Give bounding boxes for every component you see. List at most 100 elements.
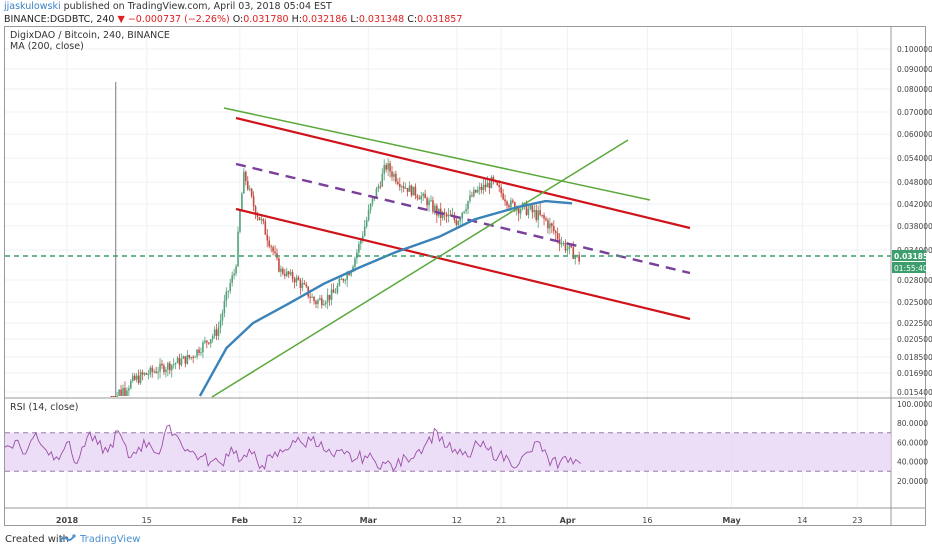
candle-body bbox=[334, 292, 337, 294]
candle-body bbox=[317, 300, 319, 304]
candle-body bbox=[303, 283, 306, 285]
candle-body bbox=[459, 218, 462, 222]
candle-body bbox=[326, 294, 329, 303]
price-tick-label: 0.090000 bbox=[897, 65, 932, 74]
candle-body bbox=[408, 185, 411, 192]
candle-body bbox=[445, 214, 448, 217]
candle-body bbox=[556, 233, 559, 240]
candle-body bbox=[467, 201, 469, 209]
candle-body bbox=[182, 356, 185, 359]
price-tick-label: 0.080000 bbox=[897, 85, 932, 94]
candle-body bbox=[399, 184, 401, 187]
chart-canvas[interactable]: 0.100000 0.090000 0.080000 0.070000 0.060000… bbox=[0, 0, 932, 530]
candle-body bbox=[256, 215, 259, 217]
price-tick-label: 0.048000 bbox=[897, 178, 932, 187]
candle-body bbox=[543, 215, 545, 219]
candle-body bbox=[369, 203, 372, 210]
rsi-legend: RSI (14, close) bbox=[10, 402, 79, 413]
candle-body bbox=[455, 220, 458, 225]
candle-body bbox=[354, 258, 356, 267]
candle-body bbox=[324, 302, 327, 305]
price-tick-label: 0.042000 bbox=[897, 200, 932, 209]
candle-body bbox=[282, 268, 284, 274]
ma-line bbox=[198, 199, 573, 397]
candle-body bbox=[449, 214, 452, 217]
price-tick-label: 0.054000 bbox=[897, 154, 932, 163]
countdown-badge bbox=[892, 262, 926, 273]
candle-body bbox=[128, 388, 130, 391]
candle-body bbox=[188, 354, 191, 358]
candle-body bbox=[278, 258, 280, 272]
candle-body bbox=[227, 290, 230, 292]
candle-body bbox=[233, 273, 235, 276]
candle-body bbox=[414, 186, 417, 196]
candle-body bbox=[358, 243, 360, 253]
candle-body bbox=[207, 342, 210, 344]
price-tick-label: 0.020500 bbox=[897, 335, 932, 344]
candle-body bbox=[180, 358, 183, 366]
candle-body bbox=[168, 363, 171, 371]
candle-body bbox=[533, 210, 536, 213]
candle-body bbox=[213, 329, 216, 337]
candle-body bbox=[504, 199, 506, 202]
candle-body bbox=[348, 273, 350, 276]
close-label: C: bbox=[407, 14, 418, 25]
candle-body bbox=[502, 193, 504, 200]
candle-body bbox=[537, 210, 539, 221]
candle-body bbox=[130, 381, 132, 389]
candle-body bbox=[319, 298, 321, 301]
trend-upper-green bbox=[223, 107, 651, 201]
candle-body bbox=[465, 208, 467, 212]
candle-body bbox=[315, 301, 317, 304]
candle-body bbox=[428, 200, 430, 206]
tradingview-brand[interactable]: TradingView bbox=[80, 534, 141, 545]
candle-body bbox=[554, 231, 557, 234]
candle-body bbox=[469, 195, 471, 202]
rsi-tick-label: 60.0000 bbox=[897, 438, 928, 447]
candle-body bbox=[482, 184, 485, 191]
candle-body bbox=[508, 205, 510, 208]
candle-body bbox=[211, 336, 214, 340]
candle-body bbox=[272, 247, 274, 252]
candle-body bbox=[531, 205, 534, 213]
x-tick-label: 2018 bbox=[56, 516, 79, 525]
candle-body bbox=[206, 340, 208, 343]
publish-line: jjaskulowski published on TradingView.co… bbox=[4, 1, 332, 12]
ma-legend: MA (200, close) bbox=[10, 41, 84, 52]
channel-upper-line bbox=[235, 116, 691, 230]
price-tick-label: 0.100000 bbox=[897, 45, 932, 54]
candle-body bbox=[145, 372, 148, 375]
candle-body bbox=[367, 209, 370, 220]
candle-body bbox=[198, 349, 200, 353]
symbol-title: DigixDAO / Bitcoin, 240, BINANCE bbox=[10, 30, 170, 41]
candle-body bbox=[151, 367, 154, 372]
candle-body bbox=[490, 177, 493, 188]
price-tick-label: 0.070000 bbox=[897, 108, 932, 117]
candle-body bbox=[112, 396, 115, 397]
candle-body bbox=[400, 186, 403, 188]
candle-body bbox=[422, 193, 424, 196]
x-tick-label: May bbox=[722, 516, 741, 525]
candle-body bbox=[377, 186, 380, 189]
candle-body bbox=[381, 173, 384, 187]
candle-body bbox=[574, 256, 577, 259]
candle-body bbox=[568, 245, 571, 249]
candle-body bbox=[143, 372, 146, 375]
candle-body bbox=[430, 200, 432, 202]
candle-body bbox=[350, 271, 352, 276]
candle-body bbox=[165, 369, 167, 373]
candle-body bbox=[457, 221, 460, 225]
candle-body bbox=[250, 188, 253, 197]
candle-body bbox=[527, 208, 530, 215]
candle-body bbox=[478, 186, 481, 190]
rsi-tick-label: 100.0000 bbox=[897, 400, 932, 409]
author-link[interactable]: jjaskulowski bbox=[4, 1, 61, 12]
candle-body bbox=[293, 278, 296, 283]
candle-body bbox=[512, 200, 514, 203]
candle-body bbox=[178, 357, 181, 366]
candle-body bbox=[578, 255, 580, 262]
candle-body bbox=[200, 352, 202, 354]
rsi-band bbox=[5, 432, 891, 472]
change-value: −0.000737 (−2.26%) bbox=[127, 14, 230, 25]
x-tick-label: 16 bbox=[642, 516, 652, 525]
